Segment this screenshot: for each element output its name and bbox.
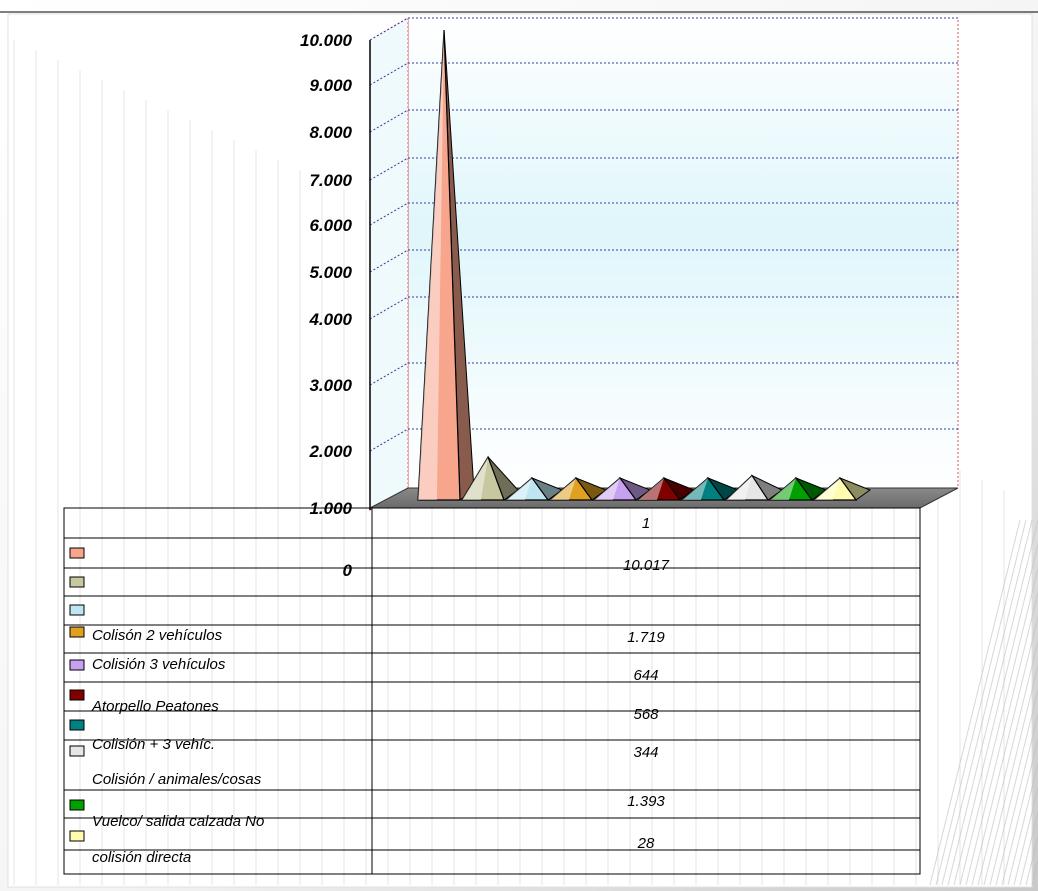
pyramid-bar [417,29,475,501]
gridline [369,202,409,226]
data-value-label: 568 [633,706,659,723]
background-hatch [995,712,1038,886]
data-table: 1 10.017 1.719 Colisón 2 vehículos 644 Colis… [63,0,921,875]
pyramid-bar [636,476,696,501]
background-stripes [13,40,1038,886]
y-tick-label: 3.000 [309,376,352,395]
data-value-label: 28 [637,835,655,852]
data-value-label: 10.017 [623,557,670,574]
background-hatch [965,590,1038,886]
category-label: 1 [642,515,650,532]
pyramid-series [417,29,872,501]
pyramid-bar [548,476,608,501]
pyramid-bar [812,476,872,501]
pyramid-highlight [594,478,621,500]
background-hatch [989,688,1038,886]
pyramid-front-face [548,477,594,501]
pyramid-front-face [460,455,505,501]
pyramid-bar [724,474,783,501]
legend-swatch [69,719,85,731]
pyramid-bar [768,476,828,501]
legend-swatch [69,547,85,559]
pyramid-front-face [636,477,682,501]
pyramid-highlight [462,457,489,500]
legend-swatch [69,604,85,616]
data-value-label: 644 [633,667,658,684]
background-hatch [929,519,1021,886]
pyramid-front-face [417,29,461,501]
table-frame [63,507,921,875]
gridline [369,296,409,320]
pyramid-highlight [418,30,445,500]
legend-label: Colisón 2 vehículos [92,627,223,644]
legend-swatch [69,830,85,842]
data-value-label: 220 [632,0,659,4]
gridline [369,362,409,386]
pyramid-bar [592,476,652,501]
y-tick-label: 8.000 [309,123,352,142]
gridline [369,17,409,41]
legend-swatch [69,626,85,638]
y-tick-label: 4.000 [308,310,352,329]
background-hatch [1013,785,1038,886]
legend-swatch [69,576,85,588]
y-tick-label: 7.000 [309,171,352,190]
background-hatch [1019,809,1038,886]
side-wall [369,17,409,511]
legend-label: Colisión + 3 vehíc. [92,736,215,753]
background-hatch [977,639,1038,886]
y-tick-label: 9.000 [309,76,352,95]
pyramid-highlight [682,478,709,500]
y-tick-label: 5.000 [309,263,352,282]
legend-label: Vuelco/ salida calzada No [92,813,264,830]
legend-swatch [69,659,85,671]
legend-label: Colisión 3 vehículos [92,656,226,673]
gridline [369,62,409,86]
pyramid-front-face [504,477,550,501]
background-hatch [971,615,1038,886]
gridline [369,428,409,452]
data-value-label: 344 [633,744,658,761]
legend-label: Colisión / animales/cosas [92,771,262,788]
pyramid-highlight [814,478,841,500]
legend-label: colisión directa [92,849,191,866]
pyramid-highlight [726,475,753,500]
data-value-label: 1.393 [627,793,665,810]
gridline [369,157,409,181]
table-rows: 10.017 1.719 Colisón 2 vehículos 644 Colisió… [64,0,920,866]
pyramid-front-face [592,477,638,501]
gridlines [369,17,958,452]
pyramid-highlight [506,478,533,500]
gridline [369,109,409,133]
y-tick-label: 10.000 [300,31,353,50]
pyramid-front-face [724,474,770,501]
back-wall [407,17,959,489]
background-hatch [947,519,1038,886]
legend-swatch [69,799,85,811]
background-hatch [935,519,1027,886]
background-hatch [941,519,1033,886]
legend-swatch [69,745,85,757]
background-hatch [1001,736,1038,886]
y-tick-label: 6.000 [309,216,352,235]
pyramid-highlight [550,478,577,500]
background-hatch [959,566,1038,886]
data-value-label: 1.719 [627,629,665,646]
pyramid-front-face [680,477,726,501]
pyramid-highlight [638,478,665,500]
legend-label: Atorpello Peatones [91,698,219,715]
background-hatch [1007,761,1038,886]
y-tick-label: 0 [343,561,353,580]
y-tick-label: 2.000 [308,442,352,461]
pyramid-front-face [768,477,814,501]
background-hatch [983,663,1038,886]
legend-swatch [69,689,85,701]
gridline [369,249,409,273]
pyramid-highlight [770,478,797,500]
background-hatch [953,542,1038,886]
pyramid-front-face [812,477,858,501]
